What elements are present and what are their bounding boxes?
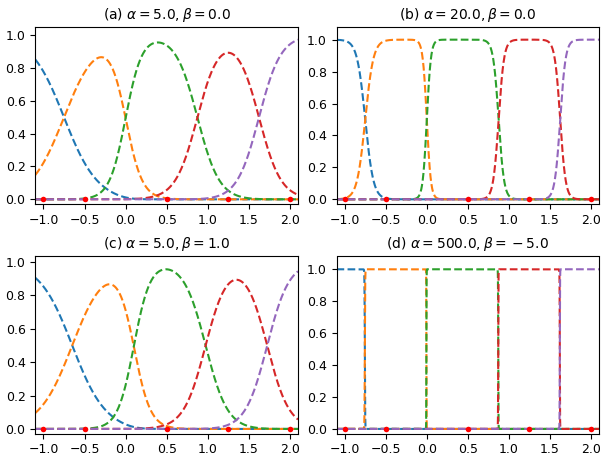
Title: (c) $\alpha = 5.0, \beta = 1.0$: (c) $\alpha = 5.0, \beta = 1.0$	[103, 235, 230, 253]
Title: (a) $\alpha = 5.0, \beta = 0.0$: (a) $\alpha = 5.0, \beta = 0.0$	[103, 6, 230, 24]
Title: (b) $\alpha = 20.0, \beta = 0.0$: (b) $\alpha = 20.0, \beta = 0.0$	[399, 6, 536, 24]
Title: (d) $\alpha = 500.0, \beta = -5.0$: (d) $\alpha = 500.0, \beta = -5.0$	[386, 235, 550, 253]
